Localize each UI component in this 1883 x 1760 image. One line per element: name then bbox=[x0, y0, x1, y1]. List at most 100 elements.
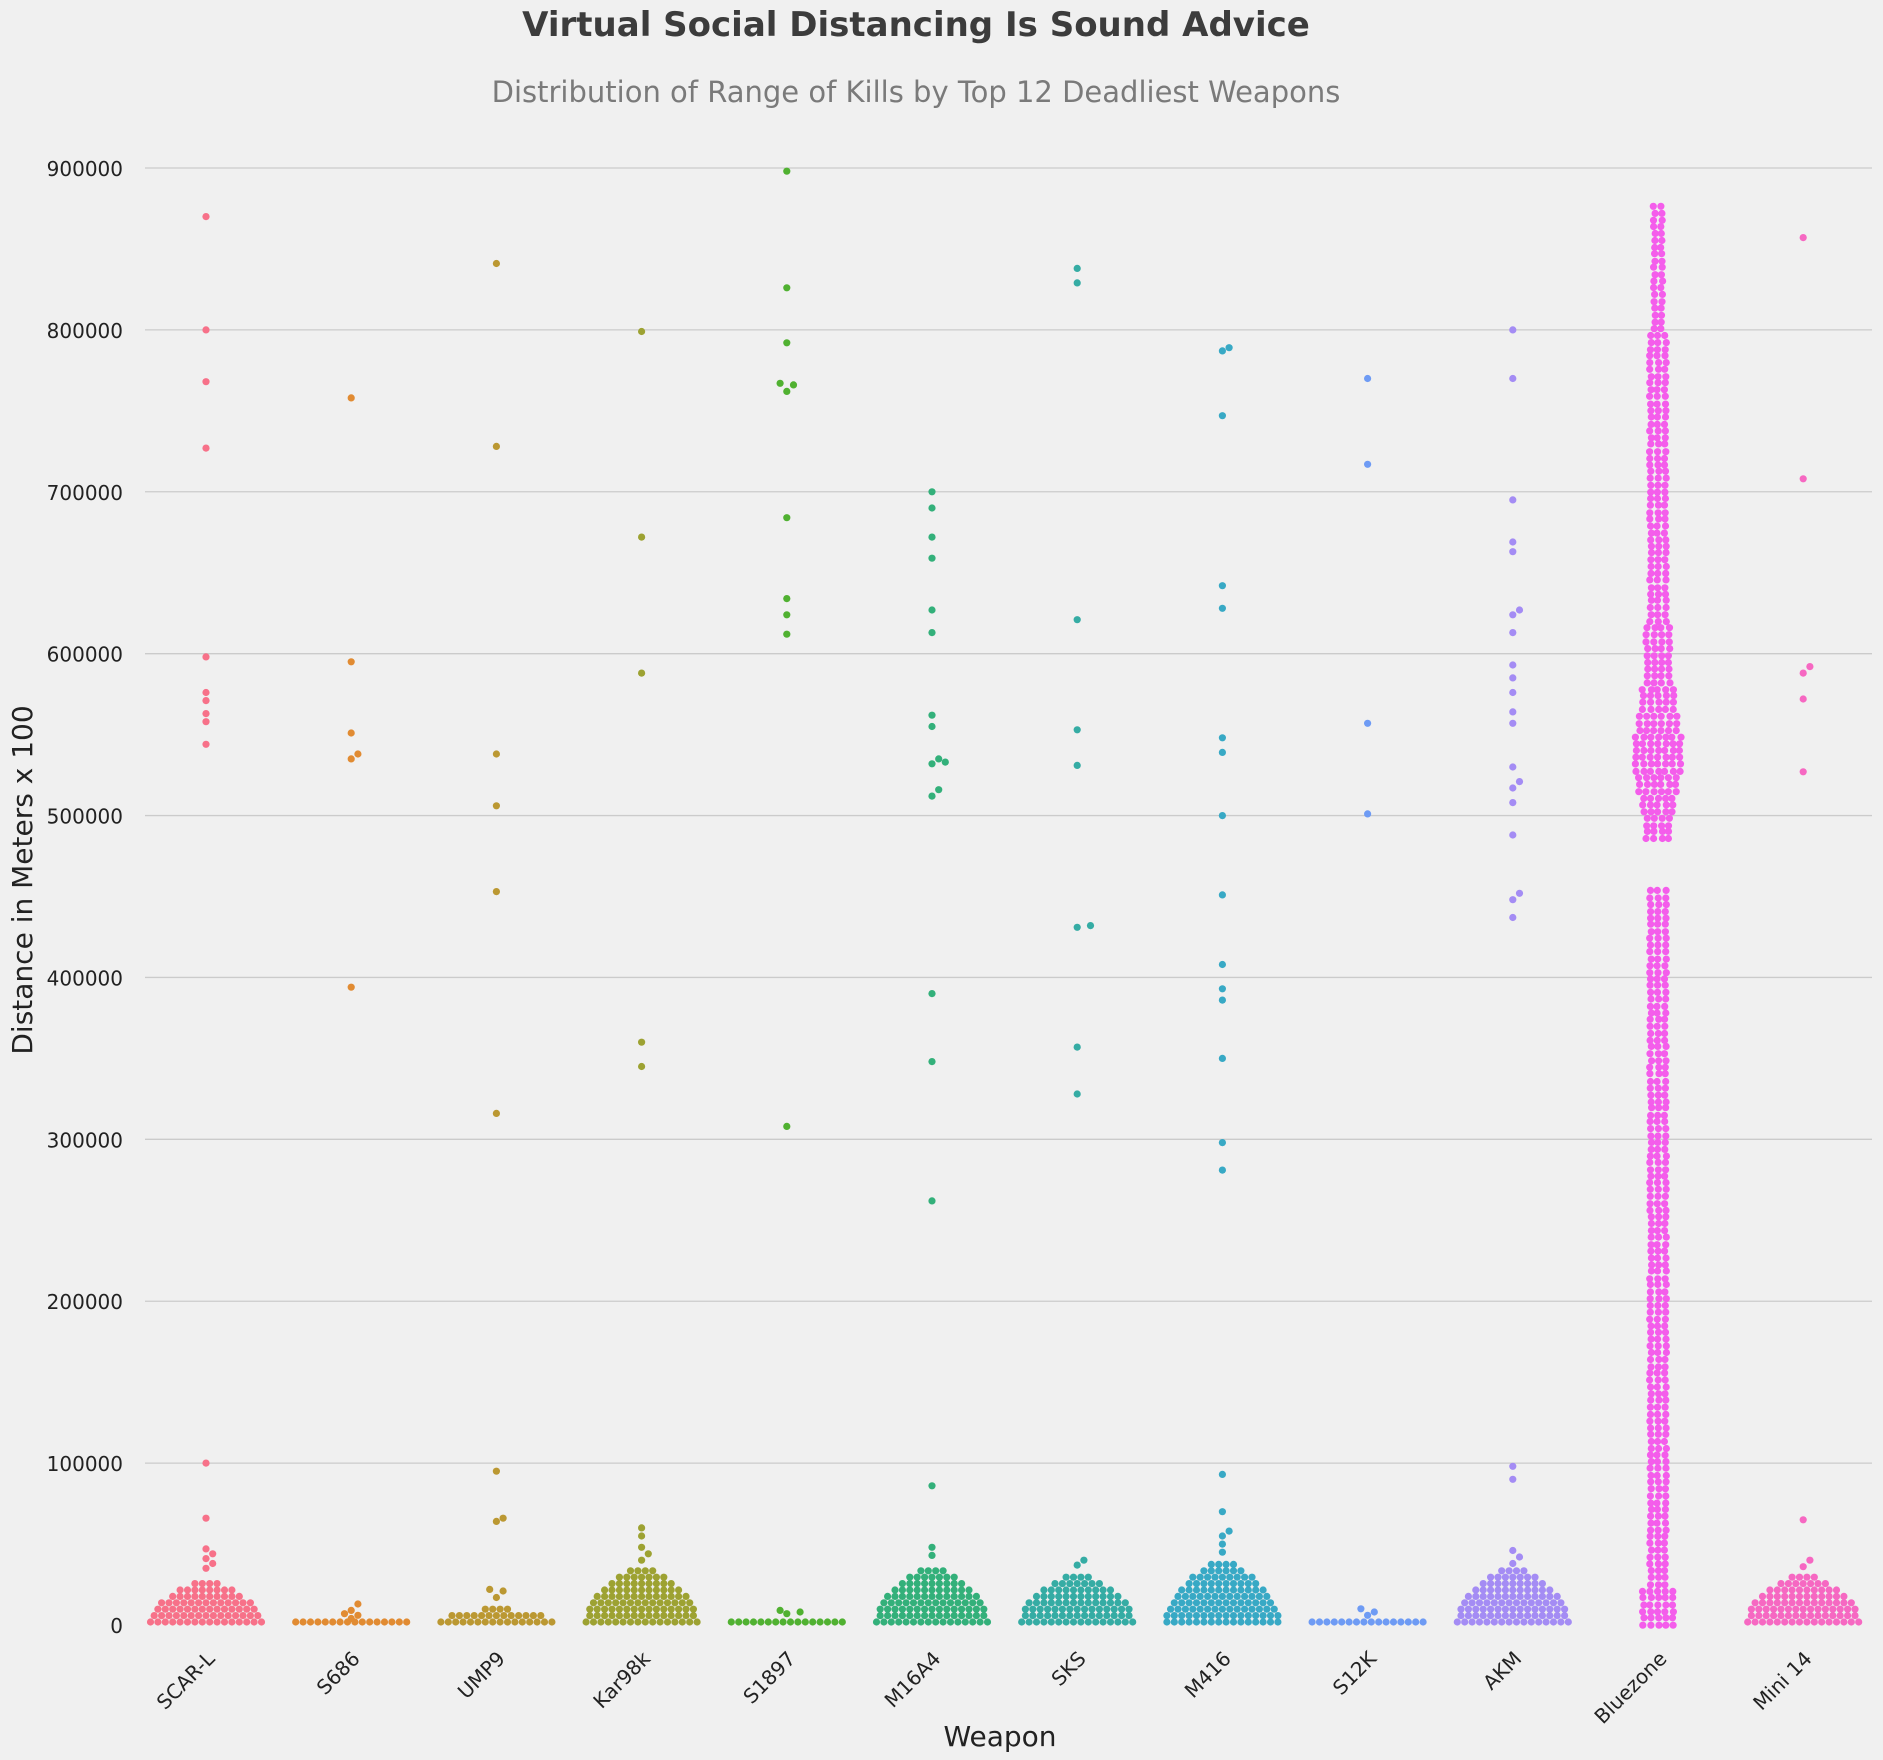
data-point bbox=[1825, 1592, 1833, 1600]
data-point bbox=[1259, 1599, 1267, 1607]
data-point bbox=[1229, 1567, 1238, 1575]
data-point bbox=[1669, 767, 1677, 776]
data-point bbox=[1669, 698, 1677, 706]
data-point bbox=[1055, 1586, 1063, 1594]
data-point bbox=[1646, 962, 1654, 970]
data-point bbox=[1653, 331, 1662, 340]
data-point bbox=[660, 1586, 668, 1594]
data-point bbox=[228, 1618, 236, 1626]
data-point bbox=[1661, 981, 1669, 989]
data-point bbox=[779, 1618, 787, 1626]
data-point bbox=[1226, 1592, 1234, 1600]
data-point bbox=[507, 1612, 515, 1620]
data-point bbox=[1662, 1213, 1670, 1221]
data-point bbox=[1654, 941, 1662, 949]
data-point bbox=[224, 1612, 232, 1620]
data-point bbox=[198, 1605, 206, 1613]
data-point bbox=[1773, 1586, 1781, 1594]
data-point bbox=[1564, 1618, 1572, 1626]
data-point bbox=[1646, 1063, 1654, 1071]
data-point bbox=[619, 1618, 627, 1626]
data-point bbox=[1650, 631, 1658, 639]
data-point bbox=[470, 1612, 478, 1620]
data-point bbox=[1855, 1618, 1863, 1626]
data-point bbox=[1653, 1022, 1661, 1030]
data-point bbox=[1509, 1612, 1517, 1620]
data-point bbox=[1647, 1526, 1655, 1534]
data-point bbox=[1501, 1586, 1509, 1594]
data-point bbox=[1646, 1308, 1654, 1316]
data-point bbox=[1676, 760, 1685, 768]
data-point bbox=[489, 1605, 497, 1613]
data-point bbox=[1770, 1612, 1778, 1620]
data-point bbox=[183, 1618, 192, 1626]
data-point bbox=[608, 1586, 616, 1594]
series-m416 bbox=[1163, 344, 1282, 1626]
data-point bbox=[1505, 1618, 1513, 1626]
data-point bbox=[492, 442, 500, 450]
data-point bbox=[1654, 562, 1662, 571]
data-point bbox=[1215, 1612, 1223, 1620]
y-tick-label: 100000 bbox=[47, 1452, 123, 1476]
data-point bbox=[1661, 1063, 1669, 1071]
data-point bbox=[1795, 1573, 1804, 1581]
data-point bbox=[198, 1586, 206, 1594]
data-point bbox=[1651, 304, 1659, 312]
data-point bbox=[1639, 1621, 1647, 1629]
data-point bbox=[1661, 1022, 1669, 1030]
data-point bbox=[403, 1618, 411, 1626]
data-point bbox=[1237, 1599, 1245, 1607]
data-point bbox=[1825, 1599, 1833, 1607]
data-point bbox=[1654, 920, 1662, 928]
data-point bbox=[638, 1532, 646, 1540]
data-point bbox=[1792, 1612, 1800, 1620]
data-point bbox=[1660, 975, 1669, 983]
data-point bbox=[1655, 901, 1663, 909]
data-point bbox=[176, 1592, 184, 1600]
data-point bbox=[1222, 1580, 1230, 1588]
data-point bbox=[1066, 1605, 1074, 1613]
data-point bbox=[1647, 556, 1655, 564]
data-point bbox=[1647, 1009, 1655, 1017]
data-point bbox=[1215, 1560, 1223, 1568]
data-point bbox=[228, 1605, 236, 1613]
data-point bbox=[1654, 1587, 1662, 1595]
data-point bbox=[165, 1599, 173, 1607]
data-point bbox=[1520, 1599, 1528, 1607]
data-point bbox=[794, 1618, 802, 1626]
data-point bbox=[1662, 1166, 1670, 1174]
data-point bbox=[1644, 658, 1652, 667]
data-point bbox=[675, 1605, 683, 1613]
data-point bbox=[474, 1618, 482, 1626]
data-point bbox=[1512, 1599, 1521, 1607]
data-point bbox=[928, 1197, 936, 1205]
data-point bbox=[1662, 1042, 1670, 1050]
data-point bbox=[913, 1605, 921, 1613]
data-point bbox=[638, 1592, 646, 1600]
data-point bbox=[1654, 584, 1662, 592]
data-point bbox=[1181, 1592, 1189, 1600]
data-point bbox=[1226, 1573, 1234, 1581]
data-point bbox=[1646, 1166, 1655, 1174]
data-point bbox=[1178, 1618, 1186, 1626]
data-point bbox=[1055, 1599, 1063, 1607]
data-point bbox=[1662, 1464, 1670, 1472]
data-point bbox=[1647, 1567, 1655, 1575]
data-point bbox=[1412, 1618, 1420, 1626]
data-point bbox=[1218, 1540, 1226, 1548]
data-point bbox=[1647, 1233, 1655, 1241]
data-point bbox=[1646, 1492, 1654, 1500]
data-point bbox=[161, 1605, 169, 1613]
data-point bbox=[1662, 1424, 1670, 1432]
data-point bbox=[1654, 753, 1662, 761]
data-point bbox=[1647, 1458, 1655, 1466]
data-point bbox=[1784, 1612, 1792, 1620]
data-point bbox=[1651, 311, 1659, 319]
data-point bbox=[1308, 1618, 1316, 1626]
data-point bbox=[1259, 1586, 1267, 1594]
data-point bbox=[1218, 734, 1226, 742]
data-point bbox=[1211, 1592, 1219, 1600]
data-point bbox=[1646, 1581, 1655, 1589]
data-point bbox=[789, 381, 798, 389]
data-point bbox=[593, 1605, 601, 1613]
